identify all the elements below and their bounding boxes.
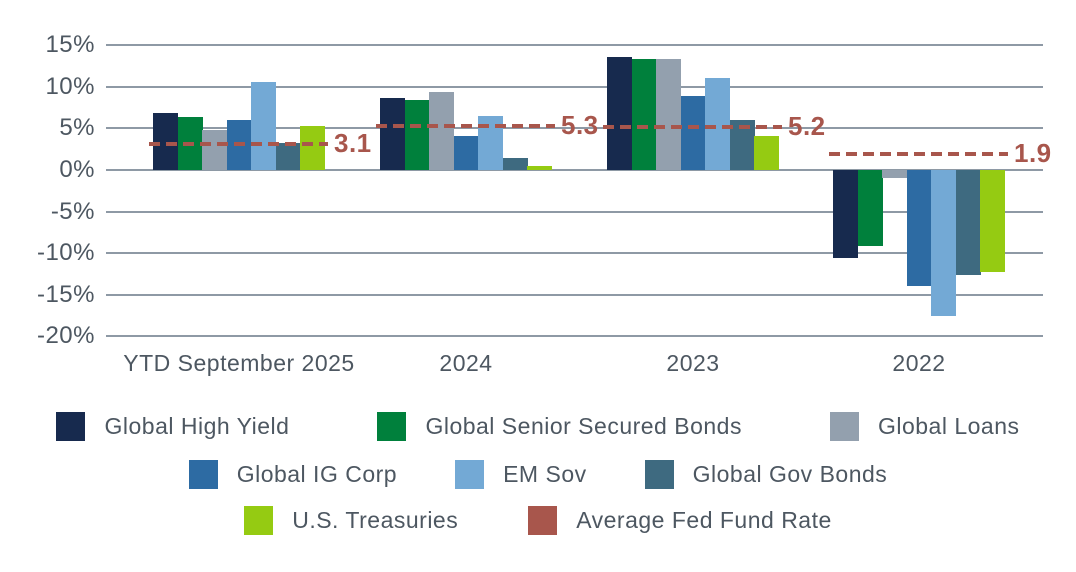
bar-global-high-yield [833,170,858,259]
gridline [106,210,1043,213]
legend-label: EM Sov [503,460,587,487]
legend-label: U.S. Treasuries [292,506,459,533]
y-axis-tick-label: -20% [36,322,95,350]
bar-global-high-yield [380,98,405,170]
legend-item: U.S. Treasuries [244,504,458,536]
bar-global-gov-bonds [502,157,528,170]
bar-global-gov-bonds [955,170,981,275]
fed-fund-rate-dashed-line [603,124,782,129]
gridline [106,252,1043,255]
bar-global-ig-corp [680,96,706,170]
y-axis-tick-label: 0% [59,156,95,183]
legend-row: Global High Yield Global Senior Secured B… [0,410,1076,442]
bar-u-s-treasuries [300,125,326,170]
legend-item: EM Sov [455,458,587,490]
legend-item: Global Senior Secured Bonds [377,410,742,442]
y-axis-tick-label: 15% [45,31,95,59]
gridline [106,85,1043,88]
legend-swatch-average-fed-fund-rate [528,505,558,535]
bar-global-senior-secured-bonds [857,170,883,247]
gridline [106,44,1043,47]
x-category-label: 2024 [439,350,493,376]
bar-u-s-treasuries [754,135,780,170]
legend-item: Global IG Corp [188,458,398,490]
legend-swatch-em-sov [455,459,485,489]
legend-swatch-global-ig-corp [188,459,218,489]
bar-global-ig-corp [906,170,932,287]
y-axis-tick-label: 10% [45,72,95,100]
x-category-label: 2022 [892,350,946,376]
bar-global-loans [882,170,908,179]
bar-em-sov [705,77,731,170]
legend-swatch-global-loans [829,411,859,441]
fed-fund-rate-dashed-line [376,123,555,128]
y-axis-tick-label: -10% [36,239,95,267]
legend-label: Global Loans [877,412,1020,439]
bar-global-senior-secured-bonds [631,58,657,170]
bar-global-high-yield [153,113,178,170]
legend-item: Average Fed Fund Rate [528,504,832,536]
legend-swatch-global-senior-secured-bonds [377,411,407,441]
gridline [106,293,1043,296]
y-axis-tick-label: -15% [36,280,95,308]
legend-item: Global Gov Bonds [644,458,888,490]
fed-fund-rate-dashed-line [829,152,1008,157]
fed-fund-rate-value-label: 3.1 [334,128,372,159]
legend-label: Global IG Corp [236,460,398,487]
bar-global-senior-secured-bonds [404,100,430,170]
legend-swatch-global-gov-bonds [644,459,674,489]
fed-fund-rate-value-label: 5.3 [561,109,599,140]
bar-global-loans [429,91,455,170]
bar-u-s-treasuries [980,170,1006,273]
bar-global-loans [656,59,682,170]
legend-swatch-global-high-yield [56,411,86,441]
legend-item: Global High Yield [56,410,289,442]
x-category-label: YTD September 2025 [123,350,355,376]
bar-u-s-treasuries [527,165,553,170]
fed-fund-rate-value-label: 5.2 [788,110,826,141]
bar-em-sov [931,170,957,317]
fed-fund-rate-value-label: 1.9 [1014,138,1052,169]
legend-label: Global Senior Secured Bonds [425,412,742,439]
legend-item: Global Loans [829,410,1020,442]
legend-swatch-u-s-treasuries [244,505,274,535]
legend-label: Global High Yield [104,412,290,439]
y-axis-tick-label: -5% [50,197,95,225]
legend-row: U.S. Treasuries Average Fed Fund Rate [0,504,1076,536]
bar-global-high-yield [607,56,632,170]
legend-label: Global Gov Bonds [692,460,888,487]
gridline [106,335,1043,338]
y-axis-tick-label: 5% [59,114,95,142]
legend-label: Average Fed Fund Rate [576,506,832,533]
bar-global-ig-corp [453,135,479,170]
bar-global-loans [202,130,228,170]
legend-row: Global IG Corp EM Sov Global Gov Bonds [0,458,1076,490]
x-category-label: 2023 [666,350,720,376]
plot-area: 15% 10% 5% 0% -5% -10% -15% -20% 3.1 5.3 5.2 1.9 YTD… [36,31,1052,376]
gridline [106,127,1043,130]
gridline [106,169,1043,171]
bar-global-gov-bonds [275,143,301,170]
bar-em-sov [251,81,277,170]
fed-fund-rate-dashed-line [149,142,328,147]
